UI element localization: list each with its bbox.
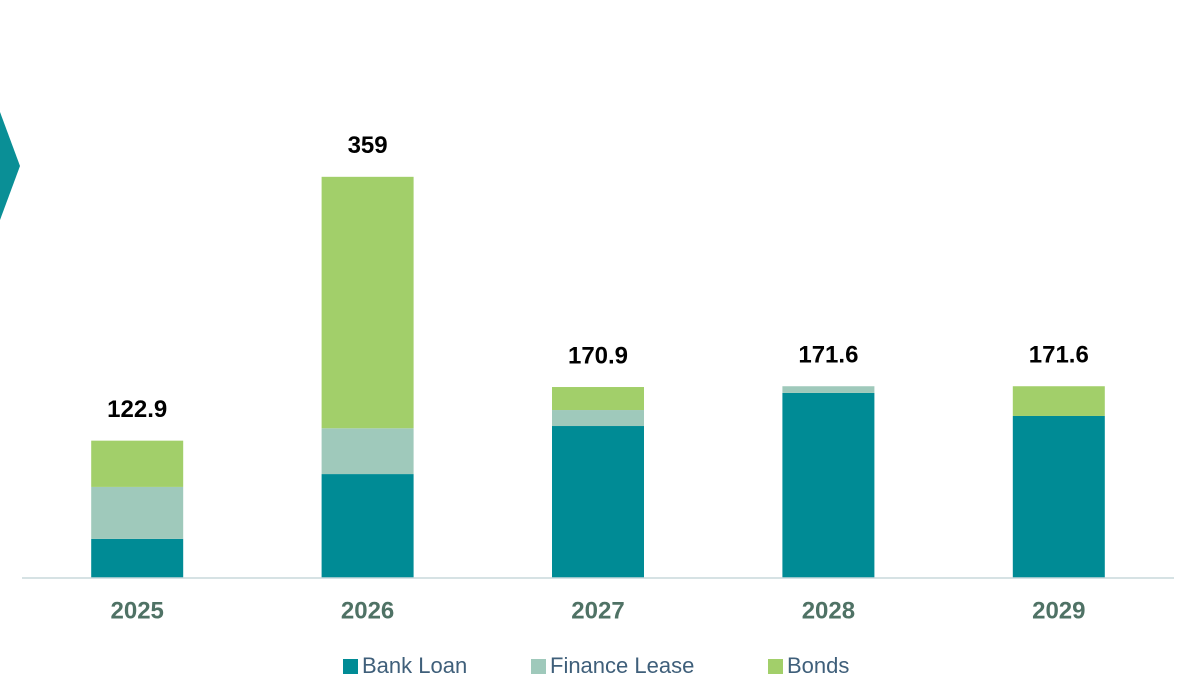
bar-segment — [552, 426, 644, 578]
x-tick-label: 2028 — [802, 597, 855, 624]
total-label: 122.9 — [107, 396, 167, 423]
bar-segment — [782, 386, 875, 393]
total-label: 171.6 — [798, 342, 858, 369]
bar-segment — [552, 387, 644, 411]
x-tick-label: 2027 — [571, 597, 624, 624]
x-tick-label: 2029 — [1032, 597, 1085, 624]
total-label: 359 — [348, 132, 388, 159]
legend-swatch — [768, 659, 783, 674]
legend-swatch — [531, 659, 546, 674]
legend-swatch — [343, 659, 358, 674]
legend-label: Finance Lease — [550, 653, 694, 678]
bar-segment — [321, 428, 414, 475]
legend-label: Bank Loan — [362, 653, 467, 678]
bar-segment — [1012, 386, 1105, 416]
bar-segment — [91, 440, 184, 487]
x-tick-label: 2026 — [341, 597, 394, 624]
bar-segment — [782, 392, 875, 578]
bar-segment — [321, 176, 414, 429]
bar-segment — [91, 486, 184, 539]
bar-segment — [321, 474, 414, 578]
decoration-chevron — [0, 112, 20, 220]
bar-segment — [1012, 415, 1105, 578]
total-label: 170.9 — [568, 342, 628, 369]
total-label: 171.6 — [1029, 342, 1089, 369]
x-tick-label: 2025 — [111, 597, 164, 624]
bar-segment — [552, 410, 644, 427]
legend-label: Bonds — [787, 653, 849, 678]
bar-segment — [91, 538, 184, 578]
